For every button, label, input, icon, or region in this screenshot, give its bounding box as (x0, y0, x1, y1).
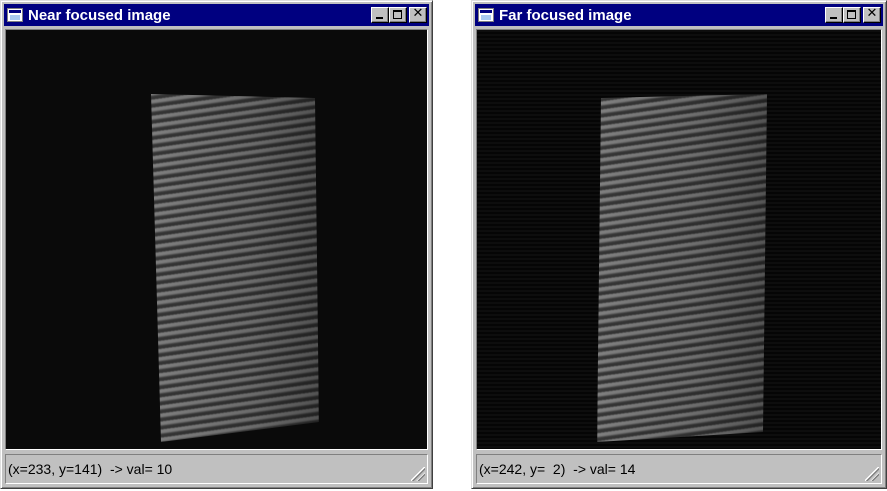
minimize-button[interactable] (371, 7, 389, 23)
image-view[interactable] (476, 29, 882, 450)
striped-target-image (151, 94, 319, 442)
title-bar[interactable]: Far focused image ✕ (475, 4, 883, 26)
minimize-button[interactable] (825, 7, 843, 23)
resize-grip-icon[interactable] (865, 467, 879, 481)
close-icon: ✕ (866, 6, 878, 21)
pixel-readout: (x=242, y= 2) -> val= 14 (479, 461, 636, 477)
window-icon[interactable] (7, 8, 23, 22)
window-controls: ✕ (371, 6, 427, 23)
window-title: Far focused image (499, 6, 632, 24)
maximize-icon (393, 10, 402, 19)
pixel-readout: (x=233, y=141) -> val= 10 (8, 461, 173, 477)
window-title: Near focused image (28, 6, 171, 24)
status-bar: (x=233, y=141) -> val= 10 (5, 454, 428, 484)
maximize-button[interactable] (843, 7, 861, 23)
window-icon[interactable] (478, 8, 494, 22)
title-bar[interactable]: Near focused image ✕ (4, 4, 429, 26)
near-focused-window: Near focused image ✕ (x=233, y=141) -> v… (0, 0, 433, 489)
window-controls: ✕ (825, 6, 881, 23)
maximize-button[interactable] (389, 7, 407, 23)
close-button[interactable]: ✕ (863, 6, 881, 23)
close-button[interactable]: ✕ (409, 6, 427, 23)
image-view[interactable] (5, 29, 428, 450)
close-icon: ✕ (412, 6, 424, 21)
maximize-icon (847, 10, 856, 19)
far-focused-window: Far focused image ✕ (x=242, y= 2) -> val… (471, 0, 887, 489)
resize-grip-icon[interactable] (411, 467, 425, 481)
status-bar: (x=242, y= 2) -> val= 14 (476, 454, 882, 484)
striped-target-image (597, 94, 767, 442)
minimize-icon (830, 17, 837, 19)
minimize-icon (376, 17, 383, 19)
